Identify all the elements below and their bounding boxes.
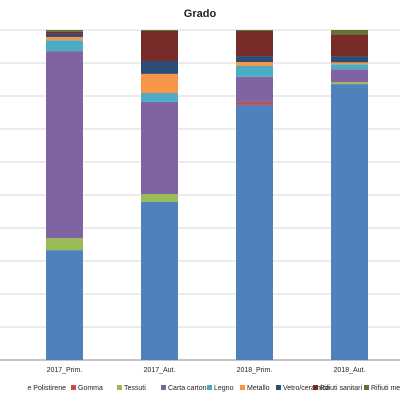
bar-segment: [236, 65, 273, 77]
bar-segment: [331, 34, 368, 57]
legend-label: Rifiuti sanitari: [320, 385, 362, 392]
bar-segment: [236, 62, 273, 66]
bar-segment: [331, 84, 368, 361]
legend-swatch: [364, 385, 369, 390]
bar-segment: [331, 62, 368, 65]
bar-segment: [331, 82, 368, 85]
bar-segment: [46, 250, 83, 360]
bar-segment: [141, 194, 178, 202]
legend-swatch: [313, 385, 318, 390]
bar-segment: [236, 30, 273, 57]
legend-label: Carta cartone: [168, 385, 211, 392]
x-tick-label: 2018_Aut.: [334, 367, 366, 374]
bar-segment: [236, 101, 273, 105]
bar-segment: [331, 64, 368, 70]
bar-segment: [331, 30, 368, 35]
bar-segment: [46, 31, 83, 34]
bar-segment: [236, 76, 273, 102]
bar-segment: [46, 36, 83, 41]
bar-segment: [141, 61, 178, 74]
bar-segment: [141, 201, 178, 360]
legend-swatch: [117, 385, 122, 390]
legend-label: Gomma: [78, 385, 103, 392]
legend-label: e Polistirene: [27, 385, 66, 392]
bar-segment: [331, 69, 368, 83]
legend-swatch: [276, 385, 281, 390]
x-tick-label: 2017_Aut.: [144, 367, 176, 374]
legend-label: Metallo: [247, 385, 270, 392]
legend-swatch: [240, 385, 245, 390]
x-tick-label: 2018_Prim.: [237, 367, 273, 374]
bar-segment: [141, 73, 178, 94]
legend-swatch: [207, 385, 212, 390]
bar-segment: [236, 56, 273, 63]
bar-segment: [46, 30, 83, 32]
bar-segment: [141, 93, 178, 102]
legend-label: Vetro/ceramica: [283, 385, 330, 392]
legend-label: Rifiuti medi: [371, 385, 400, 392]
bar-segment: [236, 30, 273, 31]
bar-segment: [46, 238, 83, 251]
bar-segment: [141, 101, 178, 195]
bar-segment: [141, 30, 178, 31]
chart-title: Grado: [184, 8, 217, 20]
legend-swatch: [161, 385, 166, 390]
bar-segment: [331, 56, 368, 63]
bar-segment: [46, 33, 83, 37]
bar-segment: [46, 51, 83, 239]
bar-segment: [236, 104, 273, 360]
bar-segment: [141, 30, 178, 62]
legend-label: Legno: [214, 385, 234, 392]
x-tick-label: 2017_Prim.: [47, 367, 83, 374]
legend-label: Tessuti: [124, 385, 146, 392]
legend-swatch: [71, 385, 76, 390]
bar-segment: [46, 40, 83, 52]
